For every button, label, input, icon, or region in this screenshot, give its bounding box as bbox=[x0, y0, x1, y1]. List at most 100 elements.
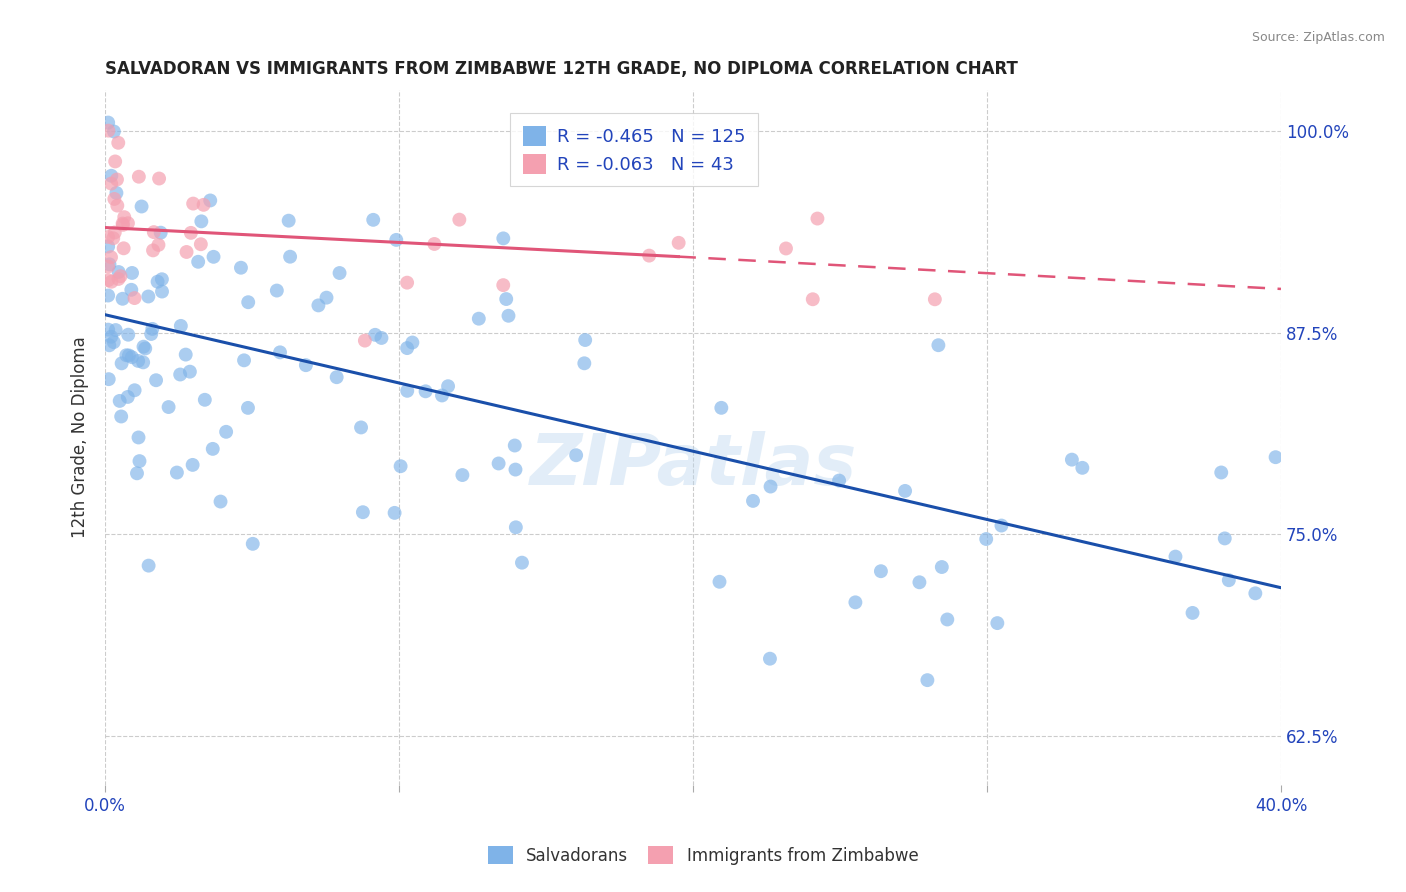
Point bbox=[354, 334, 377, 348]
Point bbox=[97, 123, 120, 137]
Point bbox=[505, 462, 527, 476]
Point bbox=[108, 393, 131, 408]
Point bbox=[492, 278, 515, 293]
Point bbox=[352, 505, 374, 519]
Point bbox=[97, 273, 120, 287]
Point bbox=[169, 368, 191, 382]
Point bbox=[828, 474, 851, 488]
Point bbox=[990, 518, 1012, 533]
Point bbox=[449, 212, 471, 227]
Point bbox=[105, 186, 128, 200]
Point bbox=[638, 249, 661, 263]
Point bbox=[194, 392, 217, 407]
Point bbox=[806, 211, 828, 226]
Point bbox=[117, 216, 139, 230]
Point bbox=[157, 400, 180, 414]
Point bbox=[370, 331, 392, 345]
Point bbox=[202, 250, 225, 264]
Point bbox=[104, 323, 127, 337]
Y-axis label: 12th Grade, No Diploma: 12th Grade, No Diploma bbox=[72, 336, 89, 539]
Point bbox=[97, 288, 120, 302]
Point bbox=[190, 237, 212, 252]
Point bbox=[238, 295, 260, 310]
Point bbox=[100, 250, 122, 264]
Point bbox=[236, 401, 259, 415]
Point bbox=[315, 291, 337, 305]
Point bbox=[1211, 466, 1233, 480]
Point bbox=[1181, 606, 1204, 620]
Point bbox=[121, 266, 143, 280]
Point bbox=[266, 284, 288, 298]
Point bbox=[148, 171, 170, 186]
Point bbox=[150, 285, 173, 299]
Point bbox=[124, 291, 146, 305]
Point bbox=[917, 673, 939, 687]
Point bbox=[118, 349, 141, 363]
Point bbox=[107, 136, 129, 150]
Point bbox=[146, 275, 169, 289]
Point bbox=[396, 341, 419, 355]
Point bbox=[124, 384, 146, 398]
Point bbox=[503, 438, 526, 452]
Point bbox=[176, 244, 198, 259]
Point bbox=[844, 595, 866, 609]
Point bbox=[1060, 452, 1083, 467]
Point bbox=[894, 483, 917, 498]
Point bbox=[364, 327, 387, 342]
Point bbox=[233, 353, 256, 368]
Point bbox=[131, 199, 153, 213]
Point bbox=[295, 358, 318, 372]
Point bbox=[574, 356, 596, 370]
Point bbox=[128, 169, 150, 184]
Point bbox=[200, 194, 222, 208]
Point bbox=[1164, 549, 1187, 564]
Point bbox=[132, 355, 155, 369]
Point bbox=[759, 479, 782, 493]
Point bbox=[215, 425, 238, 439]
Point bbox=[668, 235, 690, 250]
Point bbox=[97, 372, 120, 386]
Point bbox=[98, 338, 121, 352]
Point bbox=[117, 327, 139, 342]
Point bbox=[307, 298, 329, 312]
Point bbox=[112, 241, 135, 255]
Point bbox=[111, 356, 134, 370]
Point bbox=[148, 238, 170, 252]
Point bbox=[931, 560, 953, 574]
Point bbox=[468, 311, 491, 326]
Point bbox=[97, 323, 120, 337]
Point bbox=[110, 409, 132, 424]
Point bbox=[112, 210, 135, 224]
Point bbox=[574, 333, 596, 347]
Point bbox=[181, 196, 204, 211]
Point bbox=[97, 239, 120, 253]
Point bbox=[325, 370, 347, 384]
Text: ZIPatlas: ZIPatlas bbox=[530, 431, 856, 500]
Point bbox=[361, 212, 384, 227]
Point bbox=[97, 230, 120, 244]
Point bbox=[385, 233, 408, 247]
Point bbox=[180, 226, 202, 240]
Point bbox=[111, 218, 134, 232]
Point bbox=[775, 242, 797, 256]
Point bbox=[136, 289, 159, 303]
Point bbox=[107, 272, 129, 286]
Point bbox=[149, 226, 172, 240]
Point bbox=[495, 292, 517, 306]
Point bbox=[565, 448, 588, 462]
Point bbox=[870, 564, 893, 578]
Point bbox=[498, 309, 520, 323]
Point bbox=[936, 612, 959, 626]
Point bbox=[100, 275, 122, 289]
Point bbox=[201, 442, 224, 456]
Point bbox=[423, 237, 446, 252]
Point bbox=[104, 226, 127, 240]
Point bbox=[174, 348, 197, 362]
Point bbox=[105, 172, 128, 186]
Point bbox=[98, 257, 121, 271]
Point bbox=[1264, 450, 1286, 465]
Point bbox=[141, 326, 163, 341]
Point bbox=[150, 272, 173, 286]
Point bbox=[510, 556, 533, 570]
Point bbox=[100, 329, 122, 343]
